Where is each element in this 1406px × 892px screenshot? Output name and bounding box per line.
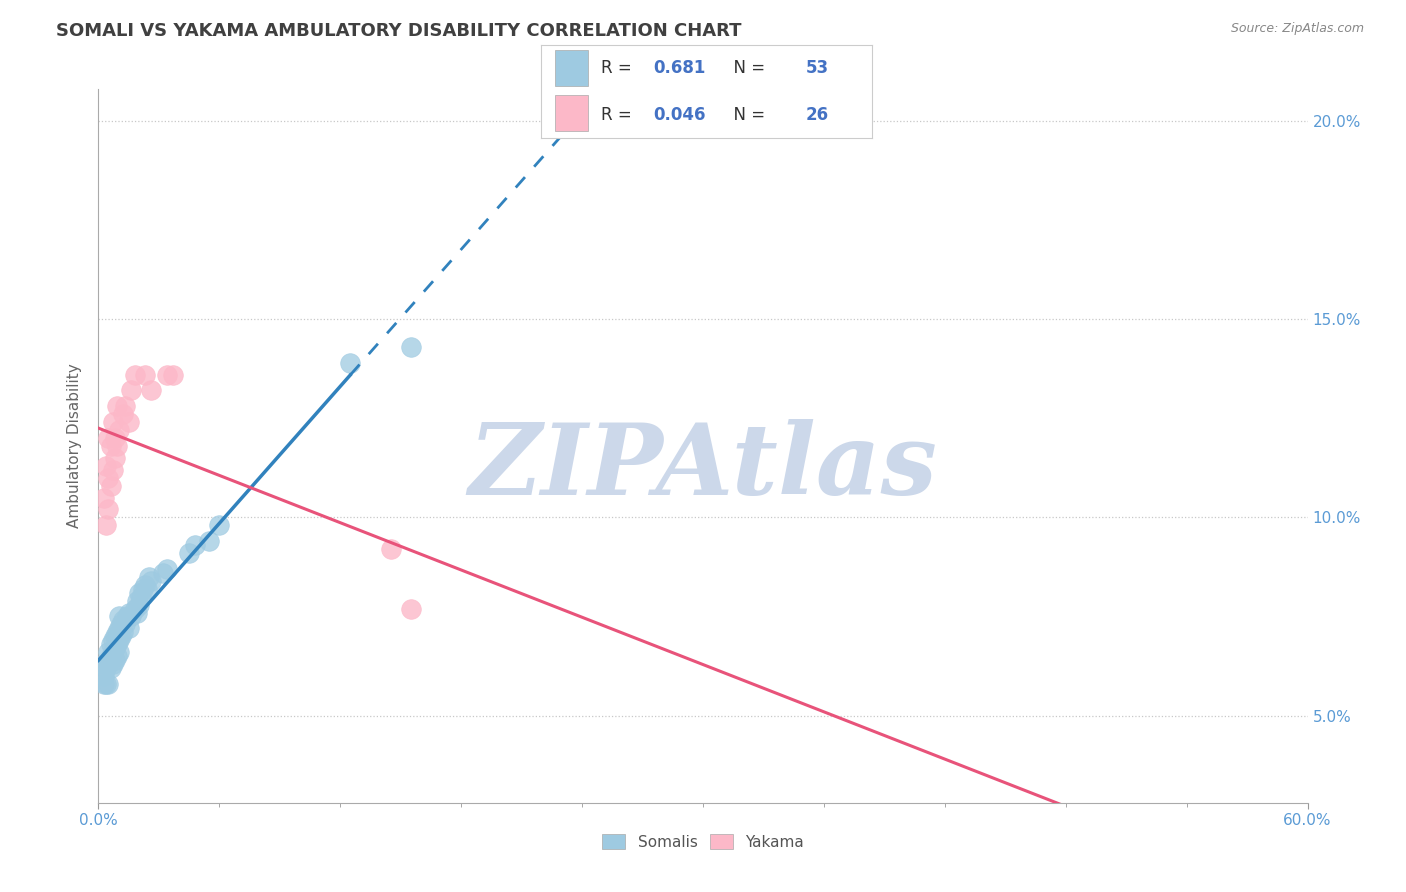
- Point: [97, 502, 120, 516]
- Point: [134, 578, 156, 592]
- Point: [100, 439, 122, 453]
- Point: [97, 677, 120, 691]
- Point: [110, 629, 132, 643]
- Point: [97, 645, 120, 659]
- Text: SOMALI VS YAKAMA AMBULATORY DISABILITY CORRELATION CHART: SOMALI VS YAKAMA AMBULATORY DISABILITY C…: [56, 22, 742, 40]
- Point: [114, 617, 136, 632]
- Point: [399, 340, 422, 354]
- Point: [128, 585, 150, 599]
- Text: 53: 53: [806, 59, 828, 77]
- Point: [124, 601, 146, 615]
- Point: [96, 661, 118, 675]
- Point: [91, 661, 114, 675]
- Point: [184, 538, 207, 552]
- Point: [101, 645, 124, 659]
- Text: N =: N =: [723, 59, 770, 77]
- Point: [120, 609, 142, 624]
- Point: [105, 625, 128, 640]
- Point: [100, 661, 122, 675]
- Point: [107, 423, 129, 437]
- Point: [103, 641, 125, 656]
- Point: [105, 400, 128, 414]
- Point: [128, 598, 150, 612]
- FancyBboxPatch shape: [554, 95, 588, 131]
- FancyBboxPatch shape: [554, 50, 588, 86]
- Point: [105, 637, 128, 651]
- Point: [103, 450, 125, 465]
- Point: [103, 653, 125, 667]
- Point: [101, 463, 124, 477]
- Text: 0.681: 0.681: [654, 59, 706, 77]
- Point: [139, 384, 162, 398]
- Point: [93, 669, 115, 683]
- Point: [107, 609, 129, 624]
- Point: [100, 478, 122, 492]
- Point: [100, 649, 122, 664]
- Text: ZIPAtlas: ZIPAtlas: [468, 419, 938, 516]
- Point: [118, 621, 141, 635]
- Point: [156, 562, 179, 576]
- Point: [208, 518, 231, 533]
- Point: [93, 657, 115, 671]
- Point: [101, 633, 124, 648]
- Point: [101, 415, 124, 429]
- Point: [103, 629, 125, 643]
- Point: [129, 590, 152, 604]
- Point: [125, 593, 148, 607]
- Text: R =: R =: [600, 106, 637, 124]
- Point: [115, 609, 138, 624]
- Point: [118, 415, 141, 429]
- Point: [101, 657, 124, 671]
- Point: [107, 633, 129, 648]
- Point: [399, 601, 422, 615]
- Point: [110, 617, 132, 632]
- Text: Source: ZipAtlas.com: Source: ZipAtlas.com: [1230, 22, 1364, 36]
- Point: [93, 491, 115, 505]
- Point: [134, 368, 156, 382]
- Point: [107, 645, 129, 659]
- Point: [120, 384, 142, 398]
- Point: [138, 570, 160, 584]
- Point: [139, 574, 162, 588]
- Point: [162, 368, 184, 382]
- Point: [100, 637, 122, 651]
- Point: [93, 677, 115, 691]
- Point: [124, 368, 146, 382]
- Text: R =: R =: [600, 59, 637, 77]
- Point: [339, 356, 361, 370]
- Point: [105, 649, 128, 664]
- Text: 0.046: 0.046: [654, 106, 706, 124]
- Point: [198, 534, 221, 549]
- Point: [111, 625, 134, 640]
- Point: [118, 606, 141, 620]
- Point: [135, 582, 157, 596]
- Text: 26: 26: [806, 106, 828, 124]
- Point: [132, 582, 155, 596]
- Text: N =: N =: [723, 106, 770, 124]
- Point: [105, 439, 128, 453]
- Point: [97, 471, 120, 485]
- Point: [125, 606, 148, 620]
- Point: [96, 518, 118, 533]
- Point: [96, 677, 118, 691]
- Point: [111, 614, 134, 628]
- Point: [103, 431, 125, 445]
- Point: [114, 400, 136, 414]
- Point: [179, 546, 201, 560]
- Y-axis label: Ambulatory Disability: Ambulatory Disability: [67, 364, 83, 528]
- Point: [111, 407, 134, 421]
- Point: [96, 458, 118, 473]
- Point: [156, 368, 179, 382]
- Point: [97, 431, 120, 445]
- Point: [152, 566, 174, 580]
- Point: [107, 621, 129, 635]
- Point: [380, 542, 402, 557]
- Point: [97, 657, 120, 671]
- Legend: Somalis, Yakama: Somalis, Yakama: [596, 828, 810, 855]
